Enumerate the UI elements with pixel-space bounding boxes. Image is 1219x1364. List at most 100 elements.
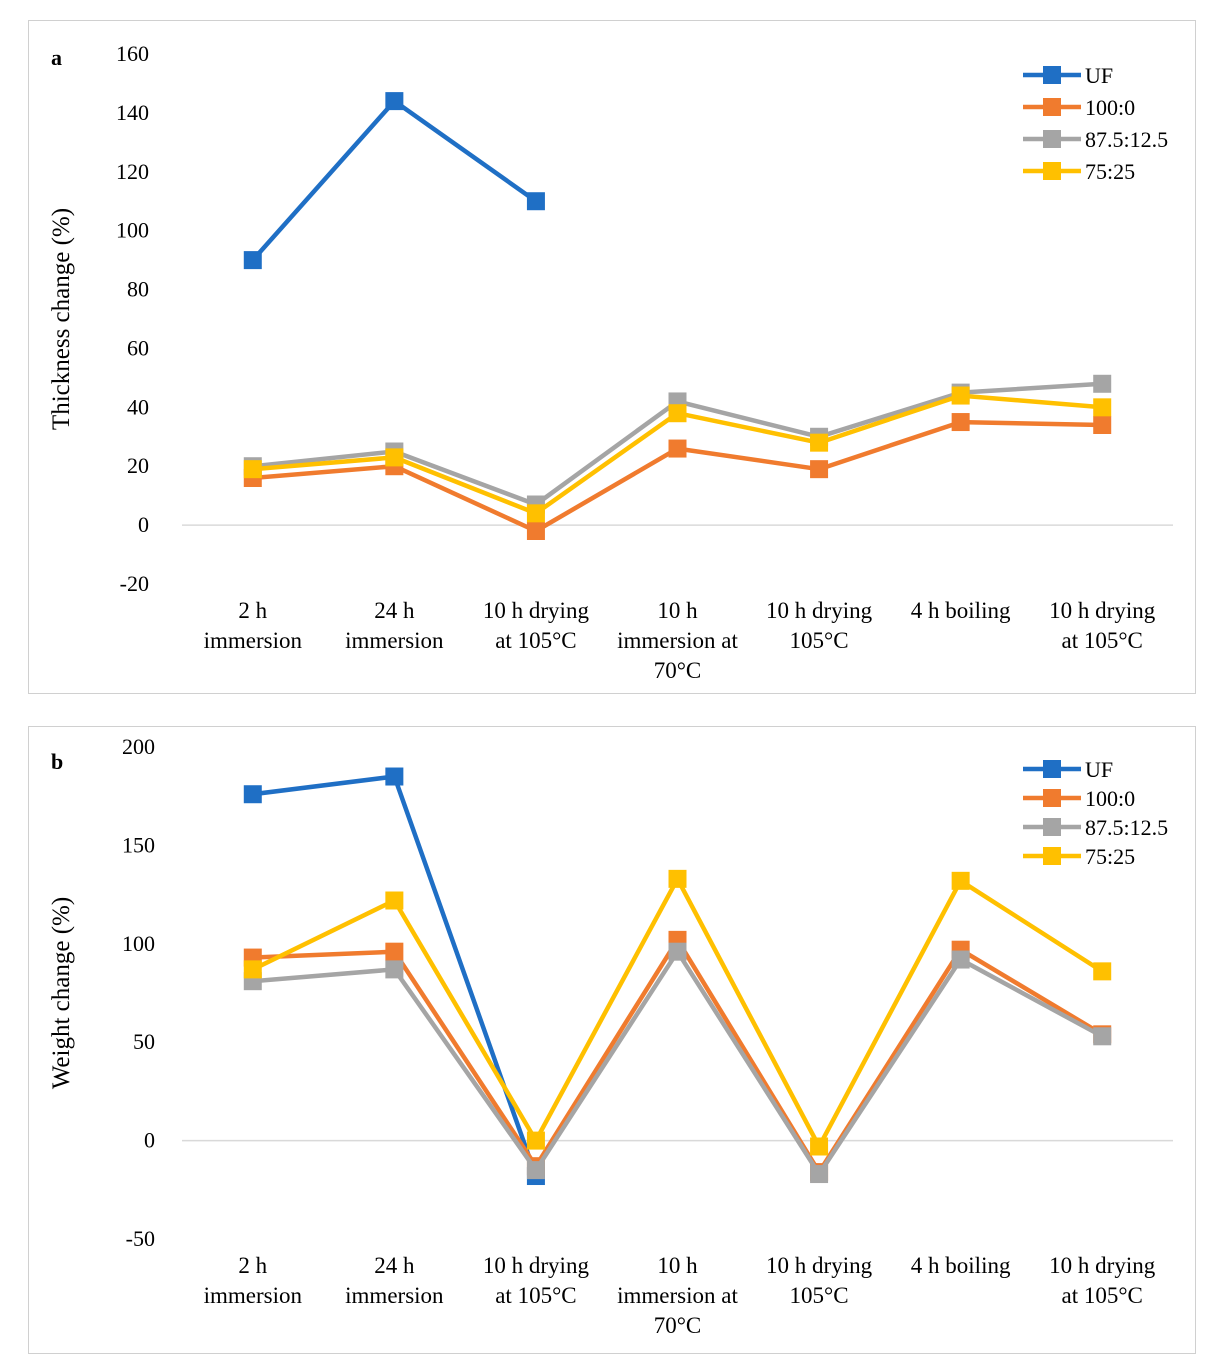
legend-marker-uf: [1043, 66, 1061, 84]
data-point-75-25: [951, 871, 970, 890]
x-category-label-line: at 105°C: [1062, 628, 1143, 653]
y-tick-label: 200: [122, 734, 155, 759]
legend-marker-75-25: [1043, 847, 1061, 865]
data-point-100-0: [668, 439, 687, 458]
x-category-label-line: 105°C: [790, 1283, 849, 1308]
x-category-label-line: 10 h: [657, 1253, 698, 1278]
x-category-label: 10 h drying at 105°C: [483, 1253, 590, 1308]
x-category-label-line: 2 h: [238, 598, 267, 623]
x-category-label-line: 10 h drying: [766, 598, 873, 623]
legend-marker-87-5-12-5: [1043, 130, 1061, 148]
y-tick-label: 160: [116, 41, 149, 66]
x-category-label-line: 10 h drying: [1049, 598, 1156, 623]
legend-marker-87-5-12-5: [1043, 818, 1061, 836]
x-category-label: 2 h immersion: [204, 1253, 303, 1308]
data-point-87-5-12-5: [668, 942, 687, 961]
x-category-label-line: 10 h drying: [483, 598, 590, 623]
x-category-label-line: at 105°C: [495, 1283, 576, 1308]
x-category-label: 24 h immersion: [345, 598, 444, 653]
data-point-87-5-12-5: [385, 960, 404, 979]
y-tick-label: 100: [116, 218, 149, 243]
y-tick-label: 0: [138, 512, 149, 537]
legend-label-uf: UF: [1085, 63, 1113, 88]
y-tick-label: 60: [127, 335, 149, 360]
x-category-label: 4 h boiling: [911, 1253, 1011, 1278]
data-point-75-25: [810, 1137, 829, 1156]
x-category-label: 10 h drying at 105°C: [1049, 598, 1156, 653]
legend-label-75-25: 75:25: [1085, 844, 1135, 869]
data-point-75-25: [1093, 398, 1112, 417]
data-point-75-25: [810, 433, 829, 452]
data-point-75-25: [243, 960, 262, 979]
x-category-label: 24 h immersion: [345, 1253, 444, 1308]
y-tick-label: 50: [133, 1029, 155, 1054]
x-category-label-line: immersion: [345, 628, 444, 653]
y-tick-label: 20: [127, 453, 149, 478]
y-tick-label: 0: [144, 1128, 155, 1153]
x-category-label-line: immersion at: [617, 628, 738, 653]
series-line-uf: [251, 98, 538, 262]
x-category-label-line: 10 h drying: [766, 1253, 873, 1278]
x-category-label: 2 h immersion: [204, 598, 303, 653]
x-category-label-line: 70°C: [654, 1313, 702, 1338]
data-point-75-25: [668, 404, 687, 423]
x-category-label-line: 2 h: [238, 1253, 267, 1278]
data-point-100-0: [385, 942, 404, 961]
data-point-87-5-12-5: [810, 1165, 829, 1184]
legend-marker-uf: [1043, 760, 1061, 778]
x-category-label: 4 h boiling: [911, 598, 1011, 623]
panel-b: b -50 0 50 100 150 200 Weight change (%) 2 h imme…: [28, 726, 1196, 1354]
legend-label-87-5-12-5: 87.5:12.5: [1085, 815, 1168, 840]
y-axis-label: Thickness change (%): [48, 208, 75, 430]
x-category-label: 10 h immersion at 70°C: [617, 598, 738, 683]
x-category-label-line: 70°C: [654, 658, 702, 683]
data-point-100-0: [1093, 416, 1112, 434]
y-tick-label: -20: [120, 571, 149, 596]
series-line-75-25: [251, 876, 1104, 1149]
data-point-87-5-12-5: [951, 950, 970, 969]
data-point-uf: [243, 785, 262, 804]
panel-a: a -20 0 20 40 60 80 100 120 140 160 Thickness chang…: [28, 20, 1196, 694]
panel-label: a: [51, 45, 62, 70]
data-point-uf: [526, 192, 545, 211]
thickness-change-chart: a -20 0 20 40 60 80 100 120 140 160 Thickness chang…: [48, 41, 1173, 683]
legend-label-75-25: 75:25: [1085, 159, 1135, 184]
series-line-100-0: [252, 937, 1104, 1175]
x-category-label-line: 4 h boiling: [911, 1253, 1011, 1278]
data-point-87-5-12-5: [1093, 1027, 1112, 1046]
x-category-label-line: immersion at: [617, 1283, 738, 1308]
y-tick-label: 40: [127, 394, 149, 419]
weight-change-chart: b -50 0 50 100 150 200 Weight change (%) 2 h imme…: [48, 734, 1173, 1338]
y-axis-label: Weight change (%): [48, 897, 75, 1089]
x-category-label: 10 h immersion at 70°C: [617, 1253, 738, 1338]
y-tick-label: 100: [122, 931, 155, 956]
data-point-75-25: [1093, 962, 1112, 981]
y-tick-label: 150: [122, 832, 155, 857]
data-point-87-5-12-5: [1093, 374, 1112, 393]
x-category-label: 10 h drying at 105°C: [483, 598, 590, 653]
legend-label-uf: UF: [1085, 757, 1113, 782]
legend-label-100-0: 100:0: [1085, 786, 1135, 811]
legend-marker-100-0: [1043, 98, 1061, 116]
data-point-75-25: [385, 448, 404, 467]
x-category-label-line: immersion: [204, 1283, 303, 1308]
y-tick-label: 120: [116, 159, 149, 184]
x-category-label-line: at 105°C: [495, 628, 576, 653]
x-category-label: 10 h drying at 105°C: [1049, 1253, 1156, 1308]
data-point-uf: [385, 767, 404, 786]
x-category-label-line: 4 h boiling: [911, 598, 1011, 623]
data-point-75-25: [668, 869, 687, 888]
data-point-uf: [243, 251, 262, 270]
data-point-100-0: [810, 460, 829, 479]
x-category-label: 10 h drying 105°C: [766, 598, 873, 653]
data-point-100-0: [951, 413, 970, 432]
x-category-label-line: 24 h: [374, 1253, 415, 1278]
y-tick-label: -50: [126, 1226, 155, 1251]
x-category-label-line: immersion: [345, 1283, 444, 1308]
legend-marker-75-25: [1043, 162, 1061, 180]
data-point-75-25: [385, 891, 404, 910]
data-point-75-25: [526, 504, 545, 523]
x-category-label-line: immersion: [204, 628, 303, 653]
x-category-label-line: 10 h: [657, 598, 698, 623]
x-category-label: 10 h drying 105°C: [766, 1253, 873, 1308]
